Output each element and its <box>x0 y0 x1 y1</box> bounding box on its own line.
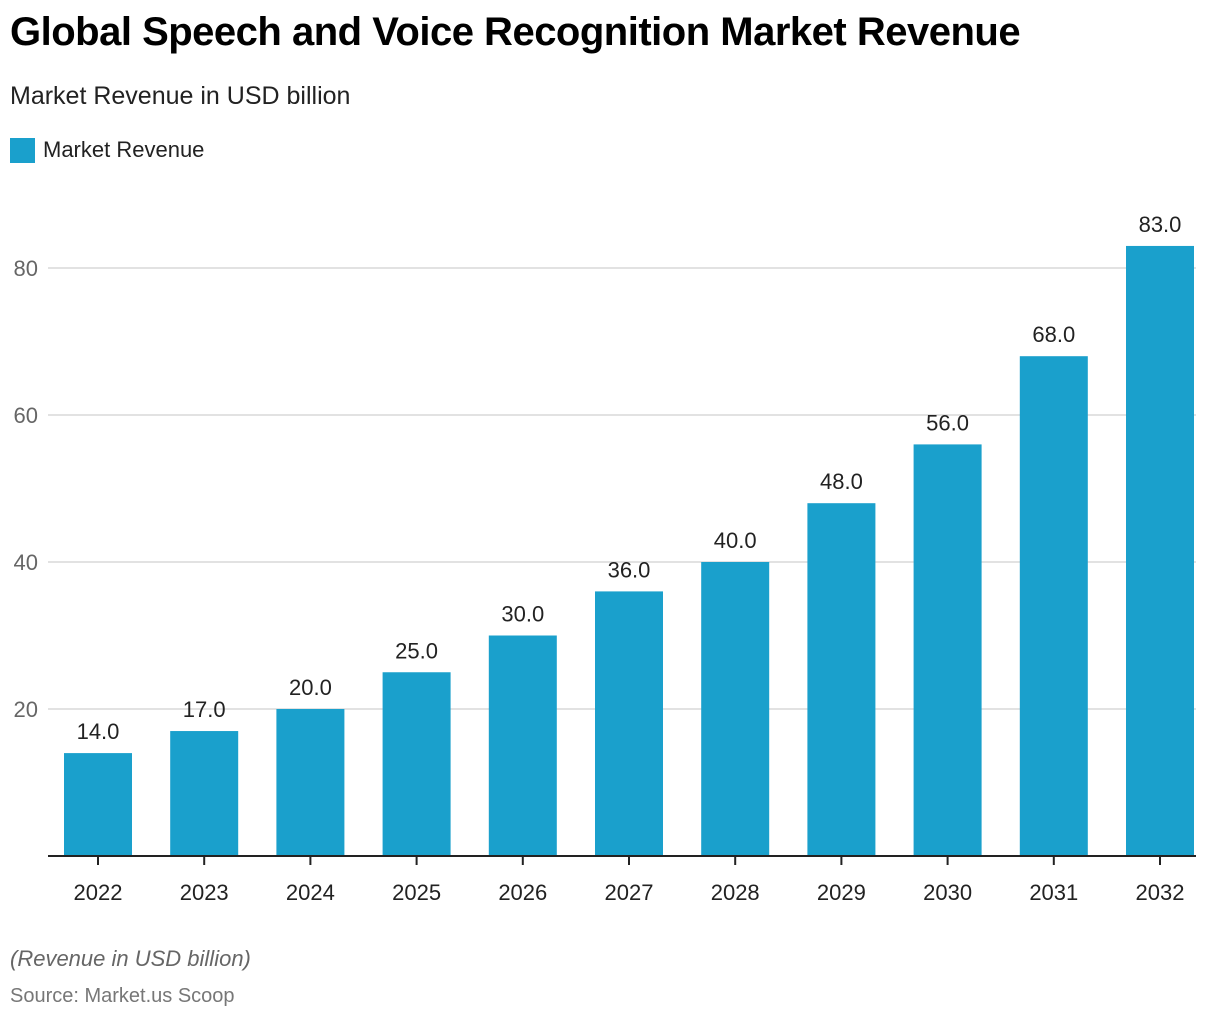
bar <box>276 709 345 856</box>
x-tick-label: 2031 <box>1029 880 1078 905</box>
x-axis: 2022 2023 2024 2025 2026 2027 2028 2029 2030 2031… <box>48 855 1196 905</box>
x-tick-label: 2029 <box>817 880 866 905</box>
bar <box>595 591 663 856</box>
bars <box>64 245 1194 856</box>
x-tick-label: 2030 <box>923 880 972 905</box>
bar <box>488 635 557 856</box>
footnote: (Revenue in USD billion) <box>10 946 251 971</box>
data-label: 25.0 <box>395 638 438 663</box>
chart-subtitle: Market Revenue in USD billion <box>10 82 351 110</box>
data-label: 40.0 <box>714 528 757 553</box>
bar <box>382 672 451 856</box>
bar <box>701 562 770 856</box>
x-tick-label: 2027 <box>605 880 654 905</box>
data-label: 30.0 <box>501 602 544 627</box>
x-tick-label: 2026 <box>498 880 547 905</box>
x-tick-label: 2022 <box>74 880 123 905</box>
source-text: Source: Market.us Scoop <box>10 985 235 1007</box>
data-label: 20.0 <box>289 675 332 700</box>
y-tick-label: 80 <box>14 256 38 281</box>
x-tick-label: 2024 <box>286 880 335 905</box>
data-label: 36.0 <box>608 557 651 582</box>
bar <box>170 731 239 856</box>
bar <box>807 503 876 856</box>
data-label: 17.0 <box>183 697 226 722</box>
y-tick-label: 40 <box>14 550 38 575</box>
data-label: 48.0 <box>820 469 863 494</box>
y-tick-label: 60 <box>14 403 38 428</box>
data-label: 83.0 <box>1139 212 1182 237</box>
y-axis-ticks: 20 40 60 80 <box>14 256 38 722</box>
legend-swatch <box>10 137 35 163</box>
x-tick-label: 2025 <box>392 880 441 905</box>
data-label: 14.0 <box>77 719 120 744</box>
bar <box>64 753 132 856</box>
bar <box>1019 356 1088 856</box>
data-label: 56.0 <box>926 410 969 435</box>
x-tick-label: 2032 <box>1136 880 1185 905</box>
y-tick-label: 20 <box>14 697 38 722</box>
data-labels: 14.0 17.0 20.0 25.0 30.0 36.0 40.0 48.0 56.0 68.0… <box>77 212 1182 744</box>
bar <box>913 444 982 856</box>
x-tick-label: 2028 <box>711 880 760 905</box>
data-label: 68.0 <box>1032 322 1075 347</box>
bar <box>1126 245 1194 856</box>
chart-title: Global Speech and Voice Recognition Mark… <box>10 10 1021 54</box>
legend-label: Market Revenue <box>43 137 205 162</box>
x-tick-label: 2023 <box>180 880 229 905</box>
legend: Market Revenue <box>10 137 204 163</box>
